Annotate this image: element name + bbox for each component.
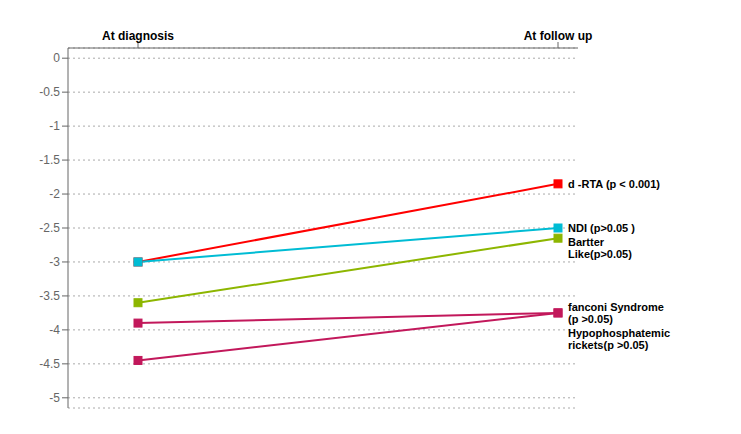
svg-text:-1.5: -1.5 <box>39 153 60 167</box>
svg-text:-5: -5 <box>49 391 60 405</box>
svg-text:-1: -1 <box>49 119 60 133</box>
svg-text:d -RTA (p < 0.001): d -RTA (p < 0.001) <box>568 178 660 190</box>
svg-text:NDI (p>0.05 ): NDI (p>0.05 ) <box>568 222 635 234</box>
svg-text:-3.5: -3.5 <box>39 289 60 303</box>
svg-text:-4: -4 <box>49 323 60 337</box>
svg-text:BartterLike(p>0.05): BartterLike(p>0.05) <box>568 236 632 260</box>
svg-text:-0.5: -0.5 <box>39 85 60 99</box>
svg-text:Hypophosphatemicrickets(p >0.0: Hypophosphatemicrickets(p >0.05) <box>568 327 670 351</box>
svg-text:-2: -2 <box>49 187 60 201</box>
svg-text:-2.5: -2.5 <box>39 221 60 235</box>
svg-text:-4.5: -4.5 <box>39 357 60 371</box>
svg-text:At follow up: At follow up <box>524 29 593 43</box>
svg-text:At diagnosis: At diagnosis <box>102 29 174 43</box>
svg-text:fanconi Syndrome(p >0.05): fanconi Syndrome(p >0.05) <box>568 301 664 325</box>
svg-text:-3: -3 <box>49 255 60 269</box>
svg-text:0: 0 <box>53 51 60 65</box>
